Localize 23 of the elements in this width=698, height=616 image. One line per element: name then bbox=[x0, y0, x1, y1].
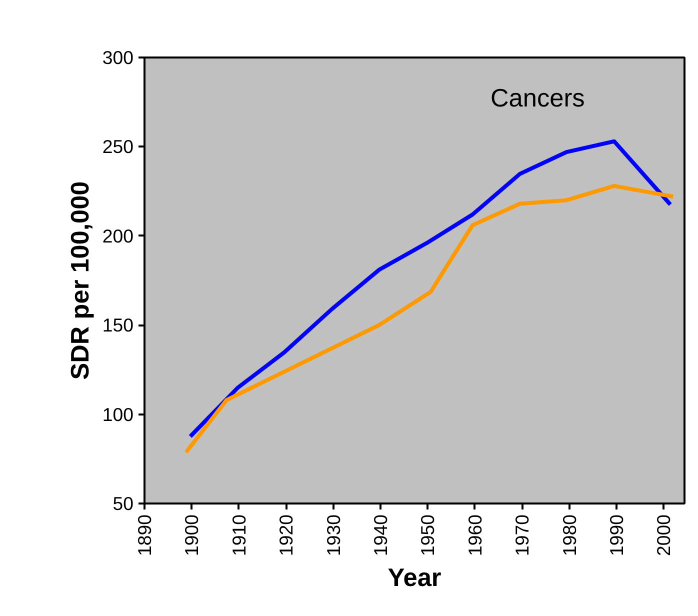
x-tick-label: 1980 bbox=[558, 514, 580, 556]
y-tick-label: 250 bbox=[102, 136, 134, 158]
line-series bbox=[184, 184, 676, 454]
y-tick-label: 100 bbox=[102, 404, 134, 425]
x-tick-label: 1970 bbox=[512, 514, 533, 556]
x-tick-label: 1910 bbox=[228, 514, 250, 556]
y-tick-label: 150 bbox=[102, 314, 134, 336]
x-tick-label: 1930 bbox=[322, 514, 344, 556]
x-tick-label: 2000 bbox=[653, 514, 674, 556]
x-tick-label: 1960 bbox=[464, 514, 486, 556]
x-tick-label: 1890 bbox=[134, 514, 155, 556]
text: Cancers bbox=[490, 84, 585, 112]
x-tick-label: 1920 bbox=[276, 514, 297, 556]
x-tick-label: 1900 bbox=[181, 514, 202, 556]
y-tick-label: 200 bbox=[102, 225, 134, 246]
y-tick-label: 50 bbox=[112, 493, 134, 514]
line-series bbox=[188, 139, 672, 438]
x-axis-title: Year bbox=[388, 564, 442, 592]
x-tick-label: 1950 bbox=[417, 514, 438, 556]
y-tick-label: 300 bbox=[102, 47, 134, 68]
x-tick-label: 1990 bbox=[606, 514, 628, 556]
x-tick-label: 1940 bbox=[370, 514, 392, 556]
y-axis-title: SDR per 100,000 bbox=[66, 181, 94, 380]
